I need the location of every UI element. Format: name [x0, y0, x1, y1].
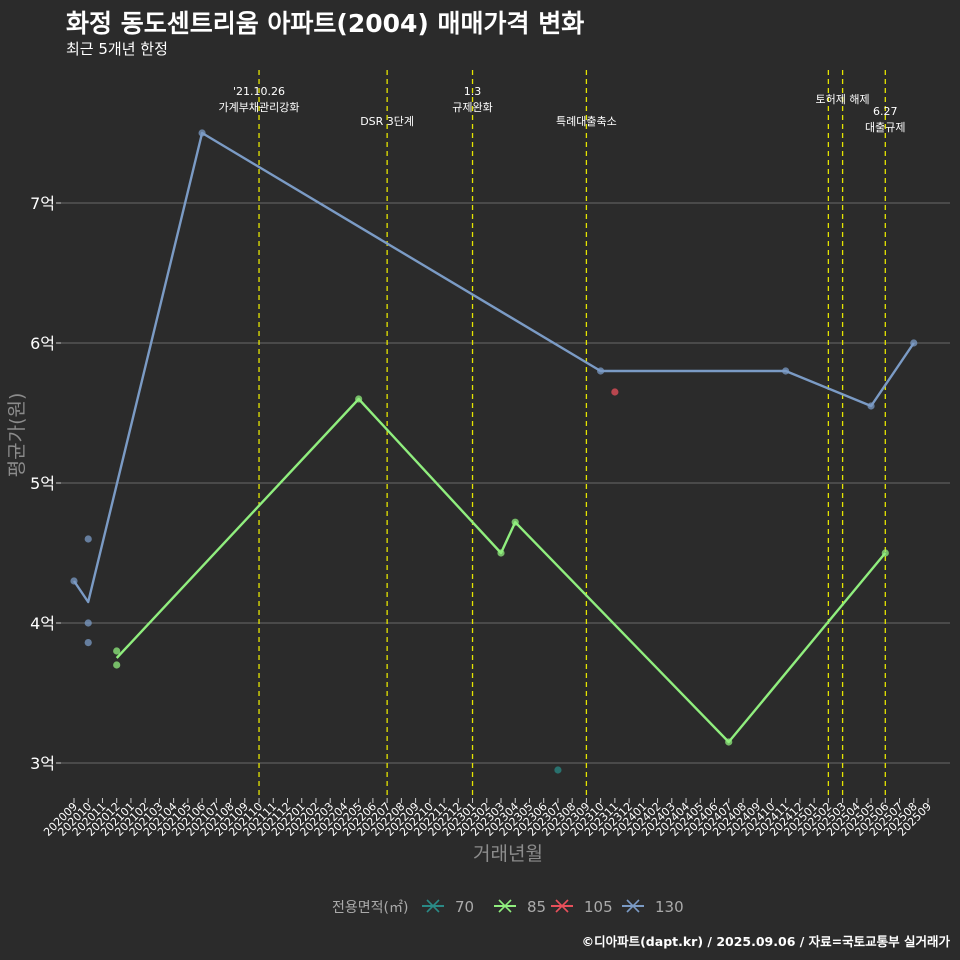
data-point-85: [113, 647, 121, 655]
data-point-85: [113, 661, 121, 669]
source-caption: ©디아파트(dapt.kr) / 2025.09.06 / 자료=국토교통부 실…: [581, 934, 950, 949]
data-point-130: [84, 535, 92, 543]
series-points: [70, 129, 918, 774]
annotation-label: 규제완화: [452, 101, 492, 114]
series-line-85: [115, 397, 887, 744]
data-point-130: [597, 367, 605, 375]
data-point-105: [611, 388, 619, 396]
annotation-label: 6.27: [873, 105, 898, 118]
legend-key-cross-70: [426, 899, 440, 913]
annotation-label: 토허제 해제: [816, 92, 870, 106]
data-point-130: [782, 367, 790, 375]
legend-label-130: 130: [655, 898, 684, 916]
legend-label-105: 105: [584, 898, 613, 916]
legend-title: 전용면적(㎡): [332, 900, 408, 916]
x-axis-ticks: 2020092020102020112020122021012021022021…: [41, 798, 934, 839]
chart-subtitle: 최근 5개년 한정: [66, 40, 168, 58]
data-point-85: [497, 549, 505, 557]
y-axis-label: 평균가(원): [6, 393, 28, 478]
data-point-85: [881, 549, 889, 557]
data-point-130: [198, 129, 206, 137]
y-tick-label: 6억: [30, 334, 55, 353]
legend-key-cross-105: [555, 899, 569, 913]
legend-key-cross-130: [626, 899, 640, 913]
annotation-label: 특례대출축소: [556, 115, 617, 128]
annotation-label: 대출규제: [865, 121, 905, 134]
annotation-label: 1.3: [464, 85, 482, 98]
series-lines: [73, 131, 915, 744]
annotation-label: '21.10.26: [233, 85, 285, 98]
data-point-130: [867, 402, 875, 410]
data-point-130: [70, 577, 78, 585]
data-point-85: [355, 395, 363, 403]
annotation-label: 가계부채관리강화: [219, 101, 300, 114]
data-point-130: [84, 619, 92, 627]
annotation-label: DSR 3단계: [360, 115, 414, 128]
legend-label-70: 70: [455, 898, 474, 916]
y-tick-label: 5억: [30, 474, 55, 493]
y-tick-label: 7억: [30, 194, 55, 213]
y-tick-label: 4억: [30, 614, 55, 633]
legend-label-85: 85: [527, 898, 546, 916]
data-point-130: [84, 639, 92, 647]
data-point-130: [910, 339, 918, 347]
y-axis-ticks: 3억 4억 5억 6억 7억: [30, 194, 61, 773]
data-point-85: [511, 518, 519, 526]
legend-key-cross-85: [498, 899, 512, 913]
data-point-85: [725, 738, 733, 746]
y-tick-label: 3억: [30, 754, 55, 773]
chart-title: 화정 동도센트리움 아파트(2004) 매매가격 변화: [66, 9, 585, 38]
x-axis-label: 거래년월: [473, 843, 543, 865]
data-point-70: [554, 766, 562, 774]
grid-lines: [60, 202, 950, 764]
legend: 전용면적(㎡) 70 85 105 130: [332, 898, 684, 916]
